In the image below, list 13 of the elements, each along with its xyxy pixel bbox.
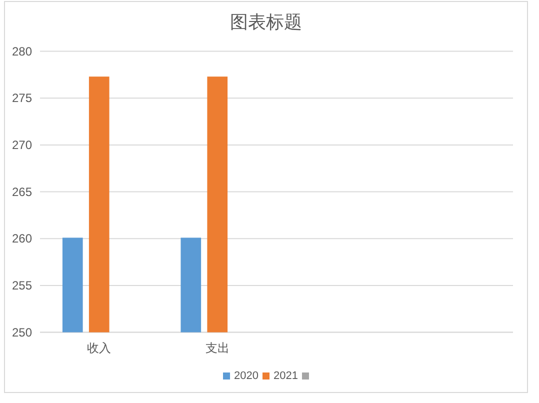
legend-label: 2021 (274, 370, 298, 382)
y-tick-label: 265 (12, 184, 32, 199)
y-tick-label: 280 (12, 44, 32, 58)
legend-label: 2020 (234, 370, 258, 382)
x-tick-label: 支出 (205, 341, 230, 355)
chart-title: 图表标题 (230, 12, 302, 32)
x-tick-label: 收入 (87, 341, 112, 355)
y-tick-label: 275 (12, 91, 32, 106)
y-tick-label: 255 (12, 278, 32, 292)
y-tick-label: 260 (12, 232, 32, 246)
y-tick-label: 270 (12, 138, 32, 152)
legend: 2020 2021 (223, 370, 309, 382)
y-tick-label: 250 (12, 325, 32, 340)
